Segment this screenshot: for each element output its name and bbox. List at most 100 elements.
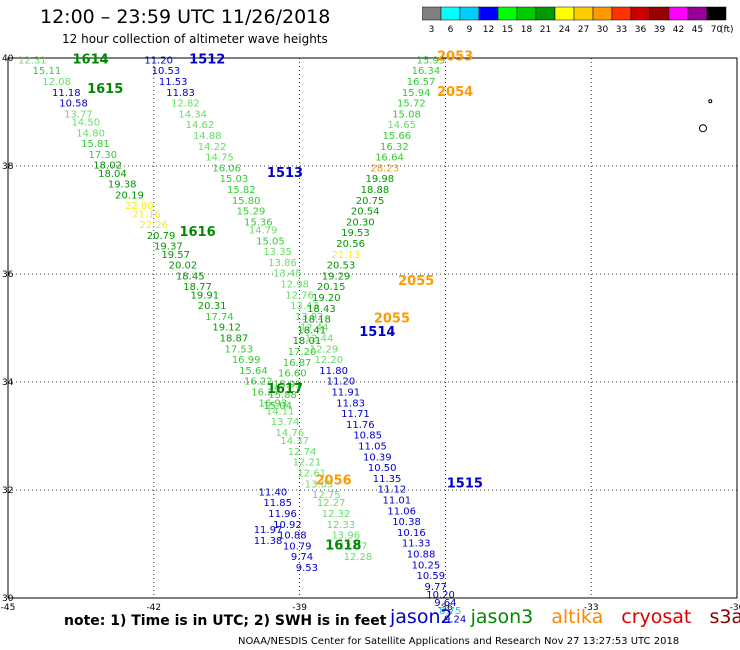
swh-value-label: 10.25 <box>412 560 441 571</box>
y-tick-label: 38 <box>2 162 14 172</box>
swh-value-label: 15.03 <box>220 174 249 185</box>
legend-jason2: jason2 <box>390 606 453 628</box>
swh-value-label: 10.53 <box>152 66 181 77</box>
swh-value-label: 19.20 <box>312 293 341 304</box>
swh-value-label: 18.88 <box>361 185 390 196</box>
swh-value-label: 14.50 <box>71 118 100 129</box>
colorbar-tick-label: 9 <box>467 25 473 35</box>
swh-value-label: 12.98 <box>280 280 309 291</box>
color-scale-legend: 3 6 9 12 15 18 21 24 27 30 33 36 39 42 45 70(ft) <box>422 6 734 35</box>
swh-value-label: 22.80 <box>125 201 154 212</box>
swh-value-label: 9.53 <box>296 563 318 574</box>
pass-number-label: 1514 <box>359 325 395 340</box>
swh-value-label: 14.75 <box>205 153 234 164</box>
swh-value-label: 13.05 <box>305 479 334 490</box>
colorbar-tick-label: 15 <box>502 25 513 35</box>
credit-line: NOAA/NESDIS Center for Satellite Applica… <box>238 636 680 647</box>
swh-value-label: 11.18 <box>52 88 81 99</box>
swh-value-label: 17.53 <box>225 344 254 355</box>
swh-value-label: 21.13 <box>331 250 360 261</box>
y-tick-label: 36 <box>2 270 14 280</box>
pass-number-label: 1513 <box>267 166 303 181</box>
swh-value-label: 14.34 <box>178 109 207 120</box>
swh-value-label: 11.20 <box>327 377 356 388</box>
pass-number-label: 1615 <box>87 82 123 97</box>
swh-value-label: 10.38 <box>392 517 421 528</box>
swh-value-label: 14.37 <box>280 436 309 447</box>
swh-value-label: 12.32 <box>322 509 351 520</box>
chart-subtitle: 12 hour collection of altimeter wave hei… <box>62 32 328 46</box>
swh-value-label: 14.22 <box>198 142 227 153</box>
swh-value-label: 18.87 <box>220 334 249 345</box>
swh-value-label: 16.60 <box>278 369 307 380</box>
swh-value-label: 11.71 <box>341 409 370 420</box>
swh-value-label: 22.26 <box>139 220 168 231</box>
swh-value-label: 21.16 <box>132 209 161 220</box>
swh-value-label: 12.29 <box>310 344 339 355</box>
swh-value-label: 19.12 <box>212 323 241 334</box>
y-tick-label: 40 <box>2 54 14 64</box>
swh-value-label: 12.76 <box>285 290 314 301</box>
swh-value-label: 20.02 <box>169 261 198 272</box>
legend-s3a: s3a <box>709 606 740 628</box>
colorbar-tick-label: 33 <box>616 25 627 35</box>
swh-value-label: 13.43 <box>290 301 319 312</box>
swh-value-label: 15.91 <box>273 379 302 390</box>
swh-value-label: 13.45 <box>273 269 302 280</box>
swh-value-label: 17.20 <box>288 347 317 358</box>
colorbar-tick-label: 42 <box>673 25 684 35</box>
swh-value-label: 10.20 <box>426 590 455 601</box>
colorbar-tick-label: 6 <box>448 25 454 35</box>
swh-value-label: 15.81 <box>81 139 110 150</box>
swh-value-label: 19.37 <box>154 242 183 253</box>
swh-value-label: 13.92 <box>295 312 324 323</box>
swh-value-label: 19.53 <box>341 228 370 239</box>
colorbar-swatch <box>706 6 727 21</box>
swh-value-label: 19.29 <box>322 271 351 282</box>
legend-altika: altika <box>551 606 604 628</box>
swh-value-label: 17.30 <box>88 150 117 161</box>
swh-value-label: 13.86 <box>268 258 297 269</box>
swh-value-label: 11.53 <box>159 77 188 88</box>
swh-value-label: 15.05 <box>256 236 285 247</box>
swh-value-label: 9.64 <box>434 598 456 609</box>
swh-value-label: 12.20 <box>314 355 343 366</box>
swh-value-label: 19.38 <box>108 180 137 191</box>
swh-value-label: 15.82 <box>227 185 256 196</box>
swh-value-label: 14.11 <box>266 406 295 417</box>
island-mark <box>698 124 707 133</box>
pass-number-label: 1618 <box>325 538 361 553</box>
pass-number-label: 2054 <box>437 85 473 100</box>
swh-value-label: 16.87 <box>283 358 312 369</box>
swh-value-label: 13.96 <box>331 531 360 542</box>
y-tick-label: 32 <box>2 486 13 496</box>
swh-value-label: 14.65 <box>387 120 416 131</box>
x-tick-label: -36 <box>438 603 453 613</box>
swh-value-label: 20.75 <box>356 196 385 207</box>
swh-value-label: 11.83 <box>166 88 195 99</box>
swh-value-label: 12.08 <box>42 77 71 88</box>
swh-value-label: 20.30 <box>346 217 375 228</box>
swh-value-label: 12.33 <box>327 520 356 531</box>
swh-value-label: 11.76 <box>346 420 375 431</box>
colorbar-tick-label: 12 <box>483 25 494 35</box>
swh-value-label: 18.02 <box>93 161 122 172</box>
colorbar-unit: (ft) <box>720 25 734 35</box>
swh-value-label: 14.76 <box>276 428 305 439</box>
swh-value-label: 11.35 <box>373 474 402 485</box>
x-tick-label: -33 <box>584 603 599 613</box>
swh-value-label: 16.06 <box>212 163 241 174</box>
colorbar-tick-label: 39 <box>654 25 666 35</box>
swh-value-label: 15.80 <box>232 196 261 207</box>
pass-number-label: 2053 <box>437 50 473 65</box>
pass-number-label: 2056 <box>316 474 352 489</box>
swh-value-label: 16.32 <box>380 142 409 153</box>
pass-number-label: 1616 <box>179 225 215 240</box>
y-tick-label: 30 <box>2 594 14 604</box>
swh-value-label: 20.31 <box>198 301 227 312</box>
swh-value-label: 16.64 <box>375 153 404 164</box>
swh-value-label: 12.75 <box>312 490 341 501</box>
swh-value-label: 13.77 <box>64 109 93 120</box>
swh-value-label: 11.97 <box>254 525 283 536</box>
